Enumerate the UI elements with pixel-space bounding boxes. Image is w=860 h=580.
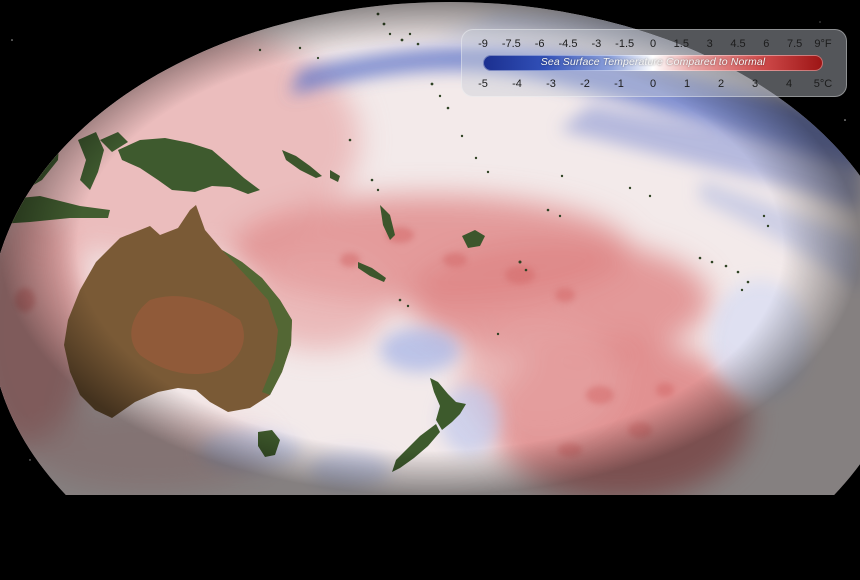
fahrenheit-tick: 9°F xyxy=(814,38,832,50)
celsius-tick: 3 xyxy=(751,78,759,90)
celsius-tick: 4 xyxy=(785,78,793,90)
celsius-tick: 5°C xyxy=(813,78,833,90)
sst-anomaly-globe xyxy=(0,2,860,495)
legend-title: Sea Surface Temperature Compared to Norm… xyxy=(540,56,766,68)
celsius-tick: -5 xyxy=(478,78,488,90)
fahrenheit-tick: -9 xyxy=(478,38,488,50)
celsius-tick: 0 xyxy=(649,78,657,90)
fahrenheit-tick: -3 xyxy=(591,38,602,50)
fahrenheit-tick: -4.5 xyxy=(558,38,578,50)
celsius-tick: 1 xyxy=(683,78,691,90)
philippines-landmass xyxy=(62,24,98,108)
fahrenheit-tick: 4.5 xyxy=(730,38,746,50)
fahrenheit-tick: 0 xyxy=(649,38,657,50)
globe-viewport: -9 -7.5 -6 -4.5 -3 -1.5 0 1.5 3 4.5 6 7.5 9°F Sea Su… xyxy=(0,0,860,495)
fahrenheit-tick: 7.5 xyxy=(787,38,803,50)
fahrenheit-tick: 1.5 xyxy=(673,38,689,50)
celsius-scale: -5 -4 -3 -2 -1 0 1 2 3 4 5°C xyxy=(462,78,846,92)
celsius-tick: 2 xyxy=(717,78,725,90)
fahrenheit-tick: -7.5 xyxy=(501,38,521,50)
temperature-anomaly-color-bar: Sea Surface Temperature Compared to Norm… xyxy=(483,55,823,71)
fahrenheit-tick: -6 xyxy=(534,38,545,50)
ocean-anomaly-layer xyxy=(0,2,860,495)
fahrenheit-tick: 3 xyxy=(706,38,713,50)
sst-legend: -9 -7.5 -6 -4.5 -3 -1.5 0 1.5 3 4.5 6 7.5 9°F Sea Su… xyxy=(461,29,847,97)
celsius-tick: -1 xyxy=(614,78,624,90)
fahrenheit-scale: -9 -7.5 -6 -4.5 -3 -1.5 0 1.5 3 4.5 6 7.5 9°F xyxy=(462,38,846,52)
celsius-tick: -4 xyxy=(512,78,522,90)
celsius-tick: -2 xyxy=(580,78,590,90)
fahrenheit-tick: 6 xyxy=(763,38,770,50)
fahrenheit-tick: -1.5 xyxy=(615,38,635,50)
letterbox-band xyxy=(0,495,860,580)
celsius-tick: -3 xyxy=(546,78,556,90)
